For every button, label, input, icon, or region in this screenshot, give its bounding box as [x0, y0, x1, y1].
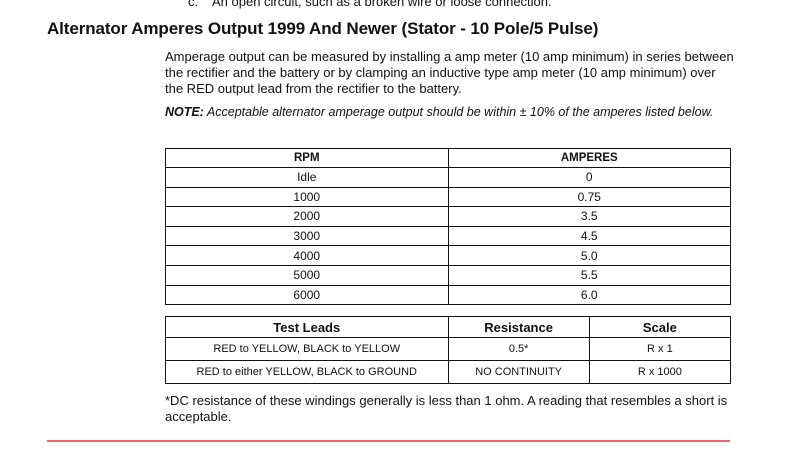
table-cell: 2000 [165, 206, 449, 227]
note-label: NOTE: [165, 105, 204, 119]
table-cell: 5000 [165, 264, 449, 286]
body-paragraph: Amperage output can be measured by insta… [165, 49, 734, 96]
table-cell: NO CONTINUITY [447, 360, 590, 384]
amperes-table: RPM AMPERES Idle 0 1000 0.75 2000 3.5 3000 4.5 4… [165, 148, 731, 306]
note: NOTE: Acceptable alternator amperage out… [165, 105, 735, 120]
table-row: 6000 6.0 [165, 284, 731, 306]
table-cell: 5.0 [447, 245, 731, 266]
divider-rule [47, 440, 730, 442]
list-marker: c. [188, 0, 199, 9]
table-row: 3000 4.5 [165, 225, 731, 247]
header-rpm: RPM [165, 148, 449, 168]
table-cell: 6000 [165, 284, 449, 306]
header-test-leads: Test Leads [165, 316, 449, 338]
table-row: 4000 5.0 [165, 245, 731, 266]
table-cell: RED to YELLOW, BLACK to YELLOW [165, 337, 449, 361]
header-scale: Scale [588, 316, 732, 338]
table-cell: RED to either YELLOW, BLACK to GROUND [165, 360, 449, 384]
list-item-text: An open circuit, such as a broken wire o… [212, 0, 552, 9]
table-cell: 3.5 [447, 206, 731, 227]
table-cell: Idle [165, 167, 449, 188]
table-cell: 3000 [165, 225, 449, 247]
table-row: 1000 0.75 [165, 186, 731, 208]
table-cell: 0.5* [447, 337, 590, 361]
note-text: Acceptable alternator amperage output sh… [203, 105, 714, 119]
header-resistance: Resistance [447, 316, 590, 338]
table-row: 2000 3.5 [165, 206, 731, 227]
table-row: RED to either YELLOW, BLACK to GROUND NO … [165, 360, 732, 384]
table-row: Idle 0 [165, 167, 731, 188]
table-cell: 4.5 [447, 225, 731, 247]
table-cell: 0.75 [447, 186, 731, 208]
table-row: RED to YELLOW, BLACK to YELLOW 0.5* R x 1 [165, 337, 732, 361]
table-cell: 6.0 [447, 284, 731, 306]
section-heading: Alternator Amperes Output 1999 And Newer… [47, 19, 599, 38]
previous-list-item: c. An open circuit, such as a broken wire… [188, 0, 552, 9]
resistance-table: Test Leads Resistance Scale RED to YELLO… [165, 316, 732, 384]
header-amperes: AMPERES [447, 148, 731, 168]
table-cell: R x 1000 [588, 360, 732, 384]
footnote: *DC resistance of these windings general… [165, 393, 728, 424]
table-row: 5000 5.5 [165, 264, 731, 286]
table-cell: 5.5 [447, 264, 731, 286]
table-cell: R x 1 [588, 337, 732, 361]
table-cell: 1000 [165, 186, 449, 208]
table-cell: 4000 [165, 245, 449, 266]
table-cell: 0 [447, 167, 731, 188]
